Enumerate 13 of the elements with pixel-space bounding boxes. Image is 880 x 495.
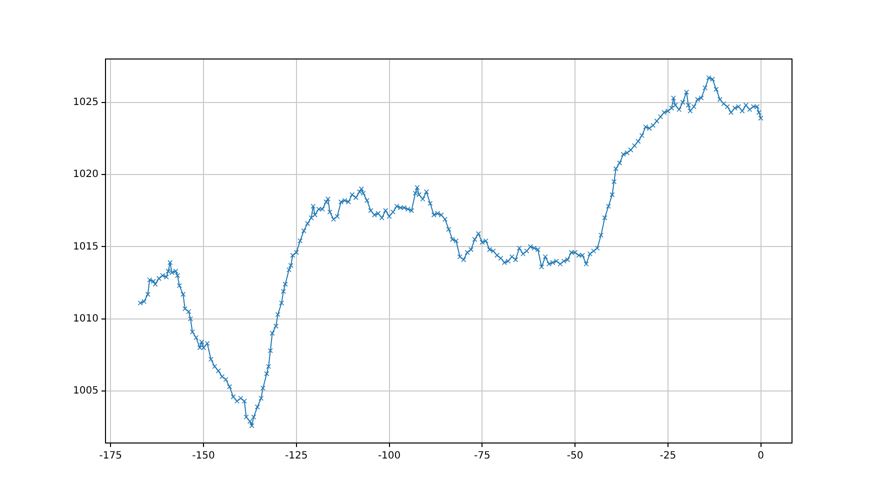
x-tick-label: -150	[192, 450, 215, 462]
y-tick-label: 1020	[72, 169, 98, 180]
x-tick-label: -25	[660, 450, 676, 462]
y-tick-label: 1025	[72, 96, 98, 108]
x-tick-label: 0	[758, 450, 764, 462]
x-tick-label: -125	[285, 450, 308, 462]
y-tick-label: 1005	[72, 386, 98, 397]
y-tick-label: 1015	[72, 241, 98, 252]
y-tick-label: 1010	[72, 313, 98, 324]
x-tick-label: -50	[566, 450, 584, 462]
x-tick-label: -175	[99, 450, 122, 462]
x-tick-label: -75	[474, 450, 490, 462]
x-tick-label: -100	[378, 450, 401, 462]
